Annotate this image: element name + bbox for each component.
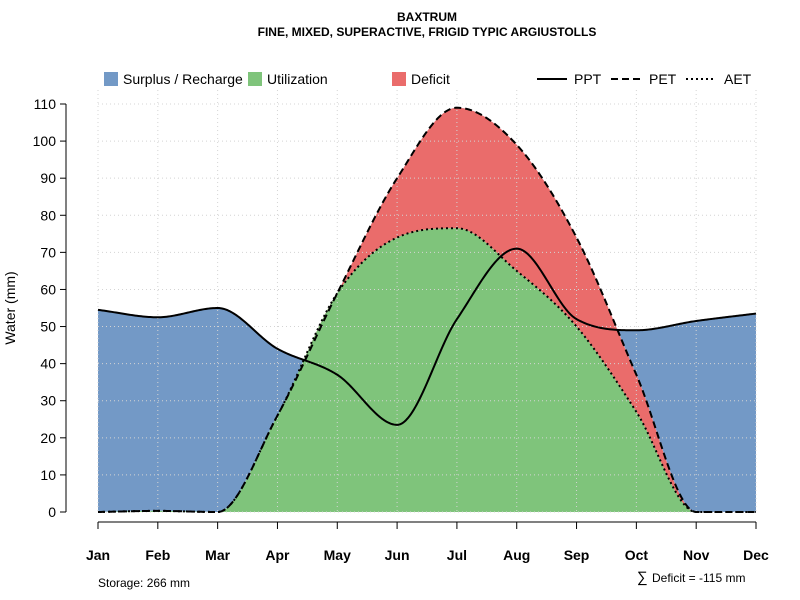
y-tick-label: 30 (40, 393, 56, 409)
y-tick-label: 90 (40, 170, 56, 186)
x-tick-label-aug: Aug (503, 547, 530, 563)
utilization-area (98, 228, 756, 512)
x-tick-label-jun: Jun (385, 547, 410, 563)
legend-label-surplus: Surplus / Recharge (123, 71, 243, 87)
x-tick-labels: Jan Feb Mar Apr May Jun Jul Aug Sep Oct Nov Dec (86, 547, 769, 563)
y-tick-label: 0 (48, 504, 56, 520)
deficit-label: Deficit = -115 mm (652, 571, 745, 585)
legend-label-aet: AET (724, 71, 752, 87)
legend-label-utilization: Utilization (267, 71, 328, 87)
y-axis-title: Water (mm) (2, 271, 18, 344)
y-tick-label: 60 (40, 281, 56, 297)
legend: Surplus / Recharge Utilization Deficit P… (104, 71, 752, 87)
legend-label-ppt: PPT (574, 71, 602, 87)
series-lines (97, 106, 757, 513)
series-line-ppt (97, 247, 757, 426)
x-tick-label-feb: Feb (145, 547, 170, 563)
x-tick-label-sep: Sep (564, 547, 590, 563)
series-line-aet (97, 227, 756, 513)
x-tick-label-dec: Dec (743, 547, 769, 563)
y-tick-label: 110 (34, 96, 57, 112)
y-tick-label: 50 (40, 319, 56, 335)
x-tick-label-nov: Nov (683, 547, 710, 563)
x-tick-label-apr: Apr (265, 547, 290, 563)
x-tick-label-mar: Mar (205, 547, 230, 563)
y-tick-labels: 0 10 20 30 40 50 60 70 80 90 100 110 (33, 96, 57, 520)
series-line-pet (97, 106, 756, 513)
x-tick-label-may: May (324, 547, 351, 563)
area-layer (98, 107, 756, 512)
y-tick-label: 20 (40, 430, 56, 446)
legend-swatch-surplus (104, 72, 118, 86)
y-tick-label: 40 (40, 356, 56, 372)
legend-label-deficit: Deficit (411, 71, 450, 87)
deficit-area (98, 107, 756, 512)
legend-label-pet: PET (649, 71, 677, 87)
y-tick-label: 10 (40, 467, 56, 483)
axes-layer (60, 103, 757, 529)
x-tick-label-oct: Oct (625, 547, 649, 563)
sum-icon: ∑ (637, 569, 648, 586)
y-tick-label: 70 (40, 244, 56, 260)
chart-subtitle: FINE, MIXED, SUPERACTIVE, FRIGID TYPIC A… (258, 25, 597, 39)
x-tick-label-jul: Jul (447, 547, 467, 563)
storage-label: Storage: 266 mm (98, 576, 190, 590)
y-tick-label: 100 (33, 133, 57, 149)
chart-title: BAXTRUM (397, 10, 457, 24)
y-tick-label: 80 (40, 207, 56, 223)
legend-swatch-utilization (248, 72, 262, 86)
x-tick-label-jan: Jan (86, 547, 110, 563)
legend-swatch-deficit (392, 72, 406, 86)
